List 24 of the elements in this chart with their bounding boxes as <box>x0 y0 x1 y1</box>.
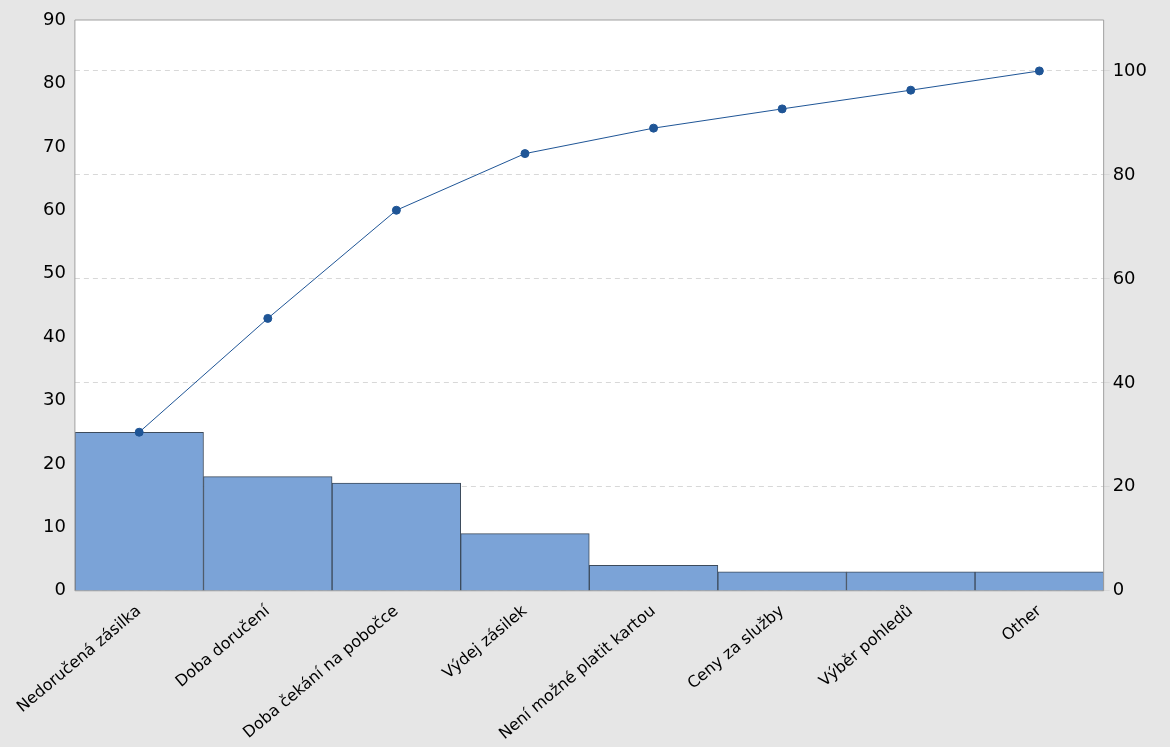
y-tick-label: 50 <box>43 261 66 283</box>
y2-tick-label: 20 <box>1112 474 1136 496</box>
y2-tick-label: 0 <box>1112 578 1125 600</box>
point <box>391 205 401 215</box>
y-tick-label: 40 <box>43 324 66 346</box>
point <box>1034 66 1044 76</box>
point <box>520 149 530 159</box>
point <box>649 123 659 133</box>
y2-tick-label: 40 <box>1112 370 1136 392</box>
y-tick-label: 30 <box>43 388 66 410</box>
y-tick-label: 80 <box>43 71 66 93</box>
point <box>263 313 273 323</box>
point <box>906 85 916 95</box>
y-tick-label: 20 <box>43 451 66 473</box>
y-tick-label: 60 <box>43 197 66 219</box>
y2-tick-label: 100 <box>1112 58 1147 80</box>
y-tick-label: 10 <box>43 515 66 537</box>
y-tick-label: 70 <box>43 134 66 156</box>
point <box>134 427 144 437</box>
y-tick-label: 0 <box>54 578 66 600</box>
y2-tick-label: 80 <box>1112 162 1136 184</box>
point <box>777 104 787 114</box>
y2-tick-label: 60 <box>1112 266 1136 288</box>
y-tick-label: 90 <box>43 7 66 29</box>
